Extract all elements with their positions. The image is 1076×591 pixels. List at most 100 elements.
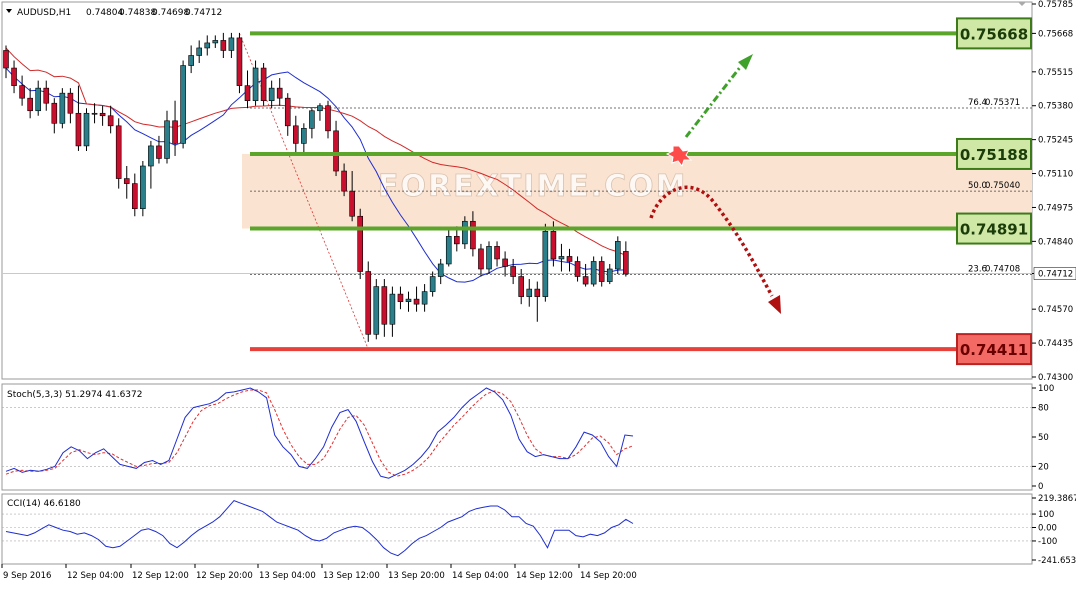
candle-body [59, 92, 66, 124]
ohlc-low: 0.74698 [152, 8, 189, 18]
candle-body [381, 286, 388, 325]
fib-ratio-label: 23.6 [968, 265, 987, 275]
time-tick-label: 12 Sep 04:00 [67, 571, 124, 581]
price-tick-label: 0.75785 [1038, 0, 1073, 10]
dropdown-icon[interactable] [6, 9, 12, 13]
time-tick-label: 13 Sep 12:00 [323, 571, 380, 581]
time-tick-label: 13 Sep 20:00 [388, 571, 445, 581]
level-badge-label: 0.74411 [960, 341, 1028, 359]
fib-ratio-label: 50.0 [968, 181, 987, 191]
ohlc-open: 0.74804 [86, 8, 123, 18]
candle-body [260, 67, 267, 102]
bullish-arrowhead [738, 54, 753, 70]
candle-body [252, 67, 259, 102]
candle-body [534, 288, 541, 297]
price-tick-label: 0.75110 [1038, 170, 1073, 180]
candle-body [590, 261, 597, 285]
candle-body [212, 40, 219, 44]
candle-body [172, 120, 178, 144]
level-badge-label: 0.75188 [960, 146, 1028, 164]
candle-body [123, 178, 130, 184]
ohlc-close: 0.74712 [185, 8, 222, 18]
candle-body [188, 55, 194, 66]
candle-body [204, 42, 211, 49]
candle-body [317, 105, 323, 112]
candle-body [35, 87, 42, 112]
ma-slow-line [5, 47, 627, 256]
ohlc-high: 0.74838 [119, 8, 156, 18]
price-tick-label: 0.75515 [1038, 68, 1073, 78]
candle-body [341, 170, 347, 192]
level-badge [956, 17, 1032, 50]
price-tick-label: 0.74975 [1038, 203, 1073, 213]
watermark: FOREXTIME.COM [378, 169, 687, 204]
candle-body [623, 251, 629, 275]
candle-body [453, 236, 460, 245]
candle-body [180, 65, 186, 144]
collapse-icon[interactable] [1018, 2, 1026, 6]
stoch-tick-label: 20 [1038, 462, 1049, 472]
candle-body [574, 261, 581, 277]
fib-value-label: 0.74708 [985, 265, 1020, 275]
candle-body [357, 215, 364, 272]
candle-body [196, 47, 202, 56]
level-badge [956, 333, 1032, 366]
candle-body [83, 112, 90, 147]
fib-value-label: 0.75040 [985, 181, 1020, 191]
candle-body [421, 291, 428, 305]
candle-body [91, 112, 98, 115]
candle-body [244, 85, 251, 102]
candle-body [405, 298, 412, 302]
candle-body [11, 67, 17, 86]
candle-body [309, 110, 315, 129]
candle-body [397, 293, 404, 302]
price-tick-label: 0.74300 [1038, 373, 1073, 383]
cci-panel [1, 493, 1033, 565]
stoch-tick-label: 0 [1038, 482, 1043, 492]
candle-body [27, 97, 33, 112]
level-badge-label: 0.75668 [960, 25, 1028, 43]
time-tick-label: 14 Sep 20:00 [580, 571, 637, 581]
candle-body [228, 37, 235, 51]
candle-body [115, 125, 122, 179]
price-tick-label: 0.74840 [1038, 237, 1073, 247]
cci-tick-label: 100 [1038, 510, 1054, 520]
candle-body [276, 87, 283, 99]
stoch-tick-label: 50 [1038, 433, 1049, 443]
candle-body [3, 50, 9, 69]
time-tick-label: 14 Sep 12:00 [516, 571, 573, 581]
candle-body [107, 115, 114, 127]
cci-tick-label: 0.00 [1038, 524, 1057, 534]
candle-body [470, 220, 476, 250]
candle-body [292, 125, 299, 144]
candle-body [566, 256, 573, 262]
candle-body [445, 236, 452, 265]
time-tick-label: 12 Sep 20:00 [196, 571, 253, 581]
candle-body [437, 263, 444, 277]
candle-body [542, 231, 549, 297]
candle-body [140, 165, 146, 210]
time-tick-label: 12 Sep 12:00 [132, 571, 189, 581]
stoch-tick-label: 100 [1038, 384, 1054, 394]
candle-body [614, 241, 621, 270]
price-tick-label: 0.75245 [1038, 136, 1073, 146]
candle-body [550, 231, 557, 260]
candle-body [518, 276, 525, 297]
cci-line [5, 500, 634, 557]
candle-body [462, 220, 468, 245]
price-tick-label: 0.74435 [1038, 339, 1073, 349]
candle-body [148, 145, 154, 167]
candle-body [606, 268, 613, 282]
bearish-arrowhead [768, 295, 781, 314]
candle-body [558, 256, 565, 260]
cci-tick-label: 219.3867 [1038, 494, 1076, 504]
price-tick-label: 0.75380 [1038, 102, 1073, 112]
level-badge [956, 137, 1032, 170]
stoch-main-line [5, 387, 634, 479]
candle-body [67, 92, 74, 114]
candle-body [494, 246, 500, 260]
cci-title: CCI(14) 46.6180 [7, 499, 81, 509]
price-tick-label: 0.75668 [1038, 29, 1073, 39]
